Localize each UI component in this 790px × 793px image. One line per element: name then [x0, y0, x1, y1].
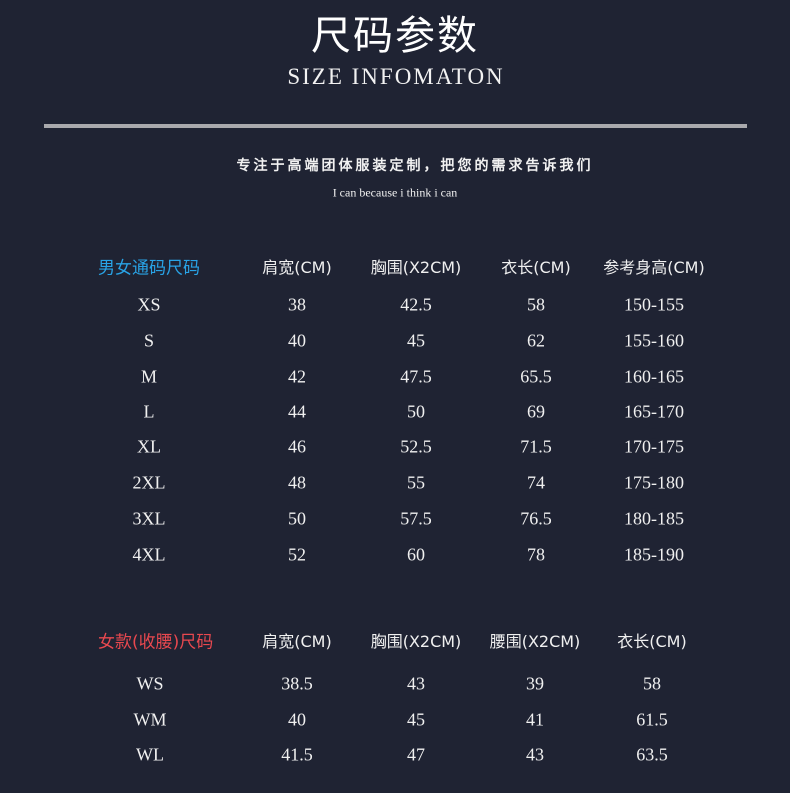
slogan: 专注于高端团体服装定制，把您的需求告诉我们 — [236, 158, 594, 174]
value-cell: 76.5 — [520, 508, 552, 529]
value-cell: 55 — [407, 472, 425, 493]
value-cell: 45 — [407, 330, 425, 351]
size-cell: WL — [136, 744, 164, 765]
value-cell: 46 — [288, 436, 306, 457]
value-cell: 47.5 — [400, 366, 432, 387]
divider — [44, 124, 747, 128]
value-cell: 180-185 — [624, 508, 684, 529]
size-cell: 2XL — [132, 472, 166, 493]
value-cell: 150-155 — [624, 294, 684, 315]
value-cell: 62 — [527, 330, 545, 351]
size-cell: S — [143, 330, 155, 351]
value-cell: 42.5 — [400, 294, 432, 315]
column-header: 衣长(CM) — [617, 632, 687, 651]
column-header: 衣长(CM) — [501, 258, 571, 277]
size-cell: WM — [133, 709, 167, 730]
value-cell: 40 — [288, 709, 306, 730]
value-cell: 185-190 — [624, 544, 684, 565]
value-cell: 78 — [527, 544, 545, 565]
value-cell: 41.5 — [281, 744, 313, 765]
size-cell: L — [143, 401, 155, 422]
size-cell: XL — [137, 436, 161, 457]
value-cell: 42 — [288, 366, 306, 387]
value-cell: 38 — [288, 294, 306, 315]
size-cell: M — [140, 366, 158, 387]
size-cell: WS — [136, 673, 164, 694]
value-cell: 60 — [407, 544, 425, 565]
value-cell: 65.5 — [520, 366, 552, 387]
value-cell: 165-170 — [624, 401, 684, 422]
column-header: 胸围(X2CM) — [370, 632, 462, 651]
value-cell: 58 — [643, 673, 661, 694]
value-cell: 43 — [526, 744, 544, 765]
value-cell: 39 — [526, 673, 544, 694]
page-subtitle: SIZE INFOMATON — [287, 64, 505, 89]
value-cell: 44 — [288, 401, 306, 422]
value-cell: 47 — [407, 744, 425, 765]
column-header: 参考身高(CM) — [603, 258, 705, 277]
value-cell: 38.5 — [281, 673, 313, 694]
value-cell: 63.5 — [636, 744, 668, 765]
page-title: 尺码参数 — [311, 13, 479, 59]
value-cell: 50 — [288, 508, 306, 529]
value-cell: 45 — [407, 709, 425, 730]
value-cell: 50 — [407, 401, 425, 422]
value-cell: 52 — [288, 544, 306, 565]
value-cell: 57.5 — [400, 508, 432, 529]
value-cell: 41 — [526, 709, 544, 730]
value-cell: 155-160 — [624, 330, 684, 351]
value-cell: 69 — [527, 401, 545, 422]
value-cell: 160-165 — [624, 366, 684, 387]
column-header: 肩宽(CM) — [262, 632, 332, 651]
value-cell: 71.5 — [520, 436, 552, 457]
value-cell: 40 — [288, 330, 306, 351]
value-cell: 61.5 — [636, 709, 668, 730]
size-cell: 3XL — [132, 508, 166, 529]
value-cell: 170-175 — [624, 436, 684, 457]
value-cell: 175-180 — [624, 472, 684, 493]
size-cell: XS — [137, 294, 161, 315]
motto: I can because i think i can — [332, 185, 458, 200]
value-cell: 43 — [407, 673, 425, 694]
size-cell: 4XL — [132, 544, 166, 565]
unisex_table-label: 男女通码尺码 — [98, 258, 200, 279]
women_table-label: 女款(收腰)尺码 — [98, 632, 214, 653]
column-header: 胸围(X2CM) — [370, 258, 462, 277]
value-cell: 58 — [527, 294, 545, 315]
value-cell: 52.5 — [400, 436, 432, 457]
value-cell: 74 — [527, 472, 545, 493]
value-cell: 48 — [288, 472, 306, 493]
column-header: 腰围(X2CM) — [489, 632, 581, 651]
column-header: 肩宽(CM) — [262, 258, 332, 277]
